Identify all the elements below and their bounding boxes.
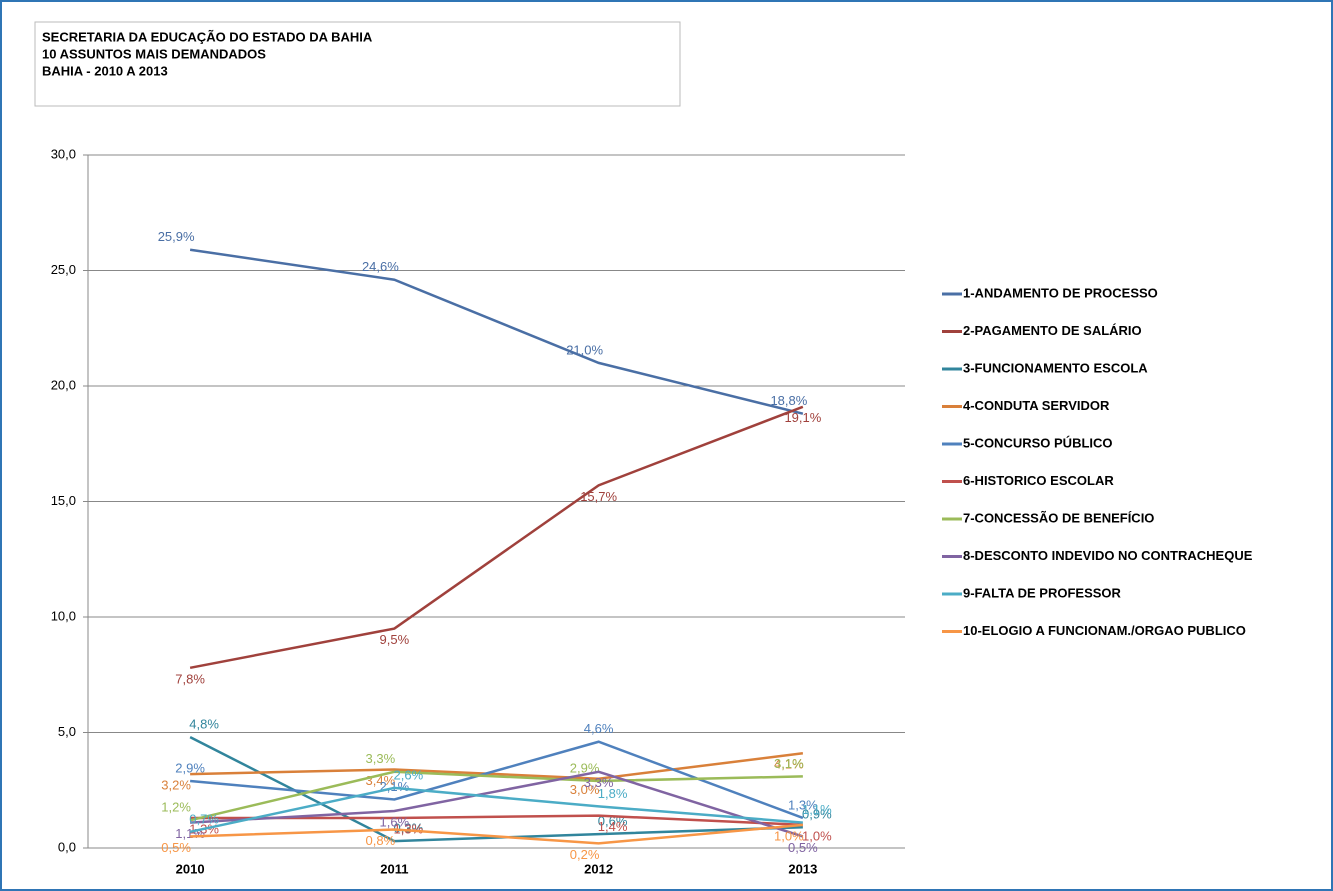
data-label: 2,6%	[394, 767, 424, 782]
data-label: 0,7%	[189, 811, 219, 826]
data-label: 9,5%	[380, 632, 410, 647]
y-tick-label: 30,0	[51, 146, 76, 161]
series-line	[189, 248, 804, 415]
data-label: 3,2%	[161, 778, 191, 793]
series-line	[190, 752, 804, 780]
data-label: 0,9%	[802, 807, 832, 822]
data-label: 4,8%	[189, 717, 219, 732]
data-label: 0,5%	[788, 840, 818, 855]
series-line	[189, 786, 803, 834]
data-label: 3,1%	[774, 756, 804, 771]
x-tick-label: 2012	[584, 861, 613, 876]
y-tick-label: 15,0	[51, 493, 76, 508]
y-tick-label: 10,0	[51, 608, 76, 623]
data-label: 25,9%	[158, 229, 195, 244]
data-label: 2,9%	[570, 760, 600, 775]
y-tick-label: 0,0	[58, 839, 76, 854]
chart-title: SECRETARIA DA EDUCAÇÃO DO ESTADO DA BAHI…	[42, 29, 373, 44]
data-label: 1,6%	[380, 814, 410, 829]
data-label: 1,4%	[598, 819, 628, 834]
data-label: 3,3%	[366, 751, 396, 766]
data-label: 1,0%	[774, 828, 804, 843]
title-box	[34, 21, 681, 107]
data-label: 0,2%	[570, 847, 600, 862]
legend-label: 4-CONDUTA SERVIDOR	[963, 398, 1110, 413]
data-label: 1,0%	[802, 828, 832, 843]
data-label: 24,6%	[362, 259, 399, 274]
data-label: 21,0%	[566, 342, 603, 357]
data-label: 0,5%	[161, 840, 191, 855]
legend-label: 9-FALTA DE PROFESSOR	[963, 585, 1122, 600]
legend-label: 3-FUNCIONAMENTO ESCOLA	[963, 360, 1148, 375]
legend-label: 6-HISTORICO ESCOLAR	[963, 473, 1114, 488]
legend-label: 8-DESCONTO INDEVIDO NO CONTRACHEQUE	[963, 548, 1253, 563]
series-line	[190, 770, 804, 838]
data-label: 1,3%	[788, 797, 818, 812]
data-label: 18,8%	[770, 393, 807, 408]
chart-subtitle: 10 ASSUNTOS MAIS DEMANDADOS	[42, 46, 266, 61]
series-line	[189, 770, 803, 822]
data-label: 4,1%	[774, 757, 804, 772]
data-label: 7,8%	[175, 671, 205, 686]
data-label: 4,6%	[584, 721, 614, 736]
legend-label: 10-ELOGIO A FUNCIONAM./ORGAO PUBLICO	[963, 623, 1246, 638]
data-label: 0,8%	[366, 833, 396, 848]
y-tick-label: 5,0	[58, 724, 76, 739]
legend-label: 2-PAGAMENTO DE SALÁRIO	[963, 323, 1142, 338]
legend-label: 7-CONCESSÃO DE BENEFÍCIO	[963, 510, 1154, 525]
y-tick-label: 20,0	[51, 377, 76, 392]
chart-subtitle: BAHIA - 2010 A 2013	[42, 63, 168, 78]
data-label: 19,1%	[784, 410, 821, 425]
x-tick-label: 2011	[380, 861, 408, 876]
data-label: 1,2%	[161, 800, 191, 815]
data-label: 1,1%	[802, 802, 832, 817]
data-label: 1,8%	[598, 786, 628, 801]
series-line	[189, 405, 804, 670]
data-label: 15,7%	[580, 489, 617, 504]
data-label: 1,3%	[394, 821, 424, 836]
legend-label: 1-ANDAMENTO DE PROCESSO	[963, 285, 1158, 300]
x-tick-label: 2013	[788, 861, 817, 876]
data-label: 3,0%	[570, 782, 600, 797]
x-tick-label: 2010	[176, 861, 205, 876]
data-label: 3,3%	[584, 775, 614, 790]
legend-label: 5-CONCURSO PÚBLICO	[963, 435, 1113, 450]
series-line	[190, 823, 803, 845]
y-tick-label: 25,0	[51, 262, 76, 277]
data-label: 2,9%	[175, 760, 205, 775]
